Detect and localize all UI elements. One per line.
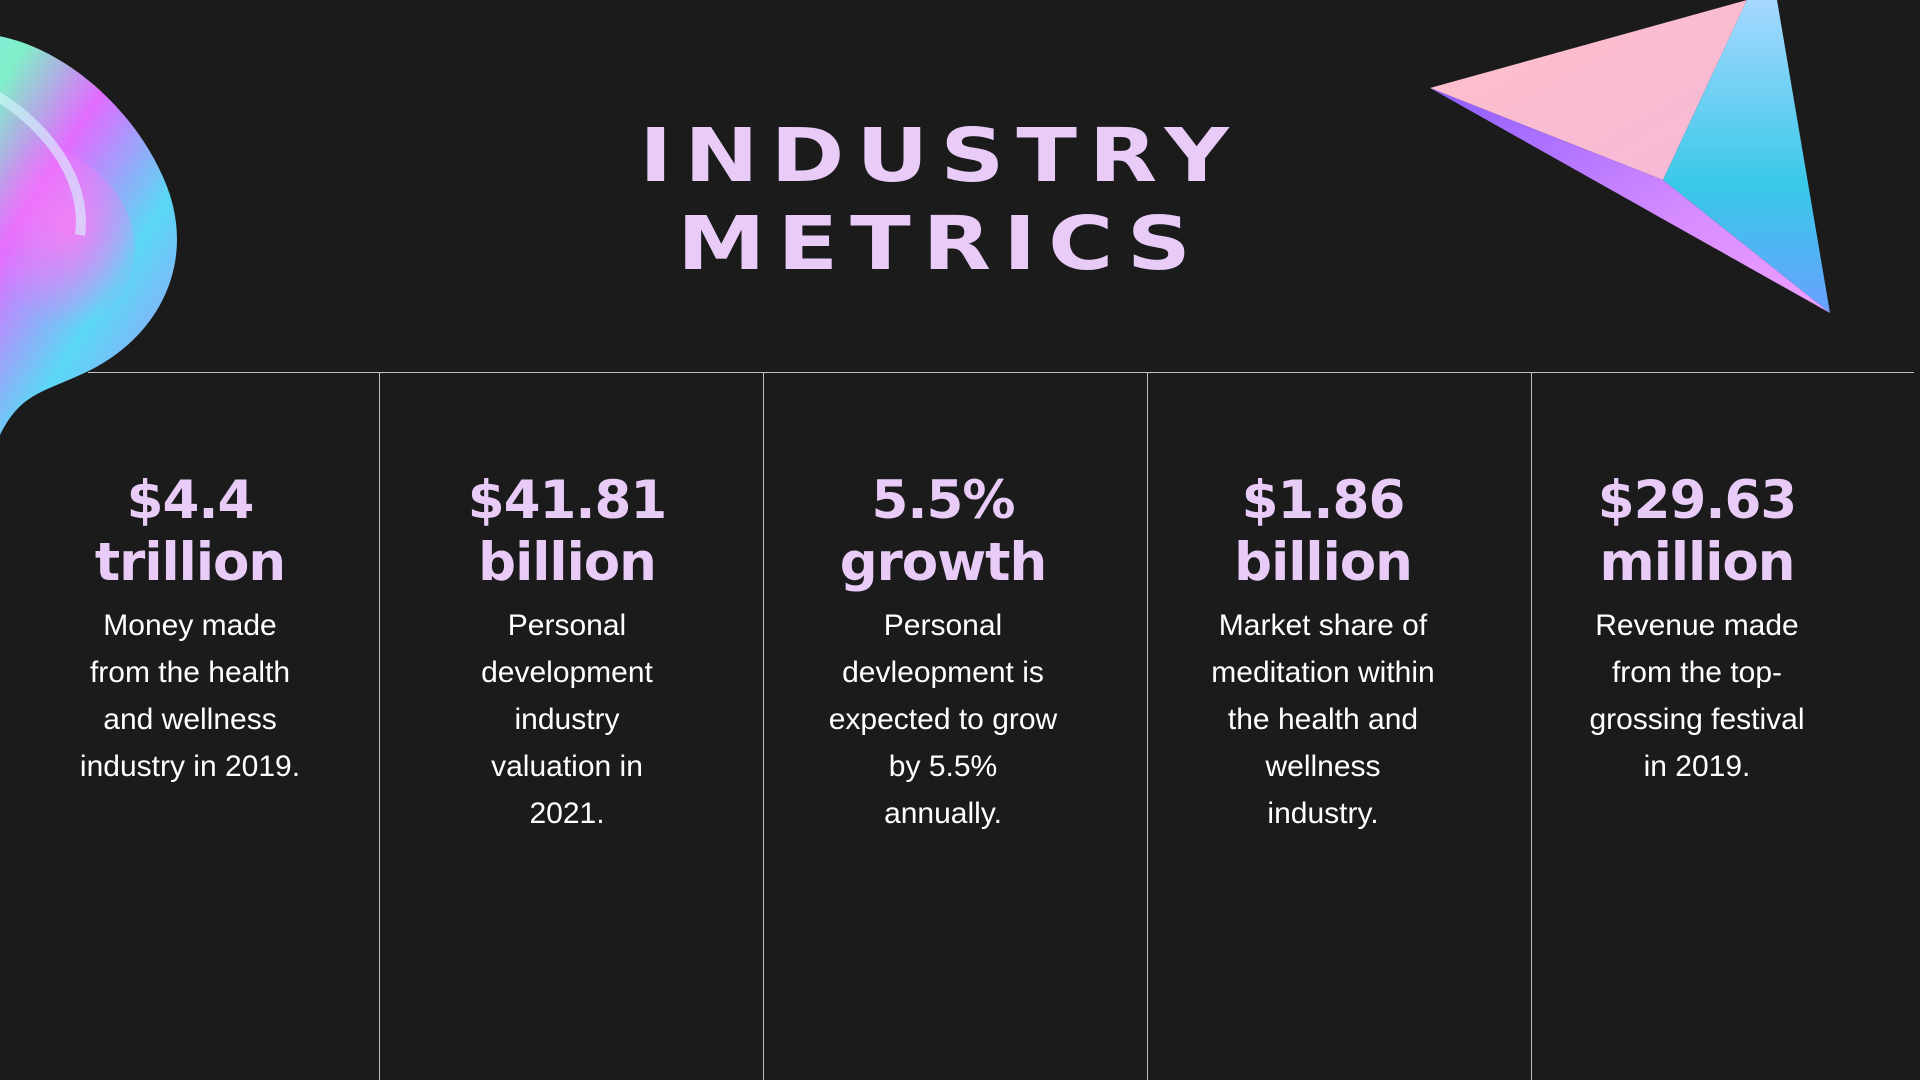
metric-card-personal-development: $41.81 billion Personal development indu… [417, 470, 717, 837]
metric-description: Revenue made from the top-grossing festi… [1589, 609, 1805, 783]
metric-card-festival: $29.63 million Revenue made from the top… [1547, 470, 1847, 790]
metric-value-line-2: growth [839, 532, 1048, 593]
iridescent-blob-graphic [0, 36, 177, 435]
page-title: INDUSTRY METRICS [484, 112, 1396, 288]
metric-value-line-2: million [1599, 532, 1795, 593]
metric-value-line-1: $4.4 [126, 470, 255, 531]
metric-value: $4.4 trillion [40, 470, 340, 594]
column-divider [1147, 373, 1148, 1080]
iridescent-pyramid-graphic [1430, 0, 1830, 313]
metric-value-line-2: trillion [94, 532, 286, 593]
title-line-1: INDUSTRY [639, 113, 1241, 199]
metric-card-growth: 5.5% growth Personal devleopment is expe… [793, 470, 1093, 837]
metric-value-line-1: $41.81 [467, 470, 668, 531]
metric-value: $29.63 million [1547, 470, 1847, 594]
column-divider [379, 373, 380, 1080]
metric-description: Money made from the health and wellness … [79, 609, 301, 783]
metric-card-meditation: $1.86 billion Market share of meditation… [1173, 470, 1473, 837]
metric-description: Personal development industry valuation … [481, 609, 653, 830]
metric-value: 5.5% growth [793, 470, 1093, 594]
title-line-2: METRICS [677, 201, 1203, 287]
metric-value-line-1: $1.86 [1241, 470, 1406, 531]
metric-value: $41.81 billion [417, 470, 717, 594]
metric-value: $1.86 billion [1173, 470, 1473, 594]
metric-value-line-2: billion [1234, 532, 1413, 593]
horizontal-divider [88, 372, 1914, 373]
metric-description: Market share of meditation within the he… [1211, 609, 1435, 830]
metric-value-line-1: 5.5% [871, 470, 1016, 531]
metric-value-line-1: $29.63 [1597, 470, 1798, 531]
metric-description: Personal devleopment is expected to grow… [828, 609, 1058, 830]
column-divider [763, 373, 764, 1080]
column-divider [1531, 373, 1532, 1080]
metric-value-line-2: billion [478, 532, 657, 593]
metric-card-health-wellness: $4.4 trillion Money made from the health… [40, 470, 340, 790]
